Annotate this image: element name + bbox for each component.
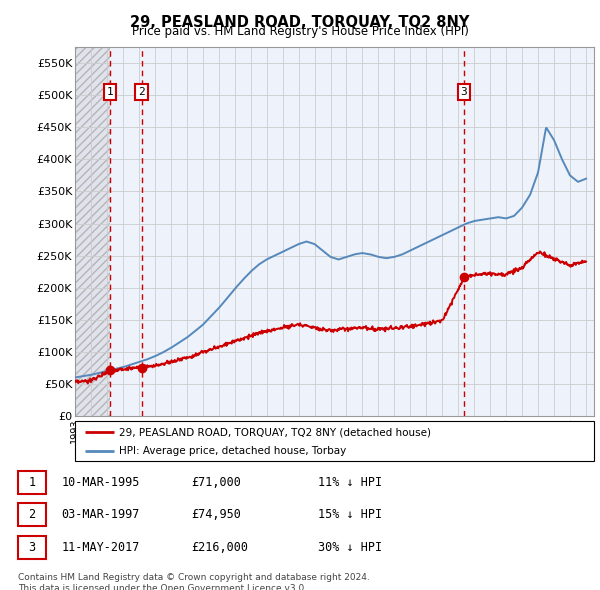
FancyBboxPatch shape <box>18 503 46 526</box>
FancyBboxPatch shape <box>18 471 46 494</box>
Text: £74,950: £74,950 <box>191 508 241 521</box>
Text: 30% ↓ HPI: 30% ↓ HPI <box>317 541 382 554</box>
Text: 2: 2 <box>28 508 35 521</box>
Text: 1: 1 <box>107 87 113 97</box>
Text: Price paid vs. HM Land Registry's House Price Index (HPI): Price paid vs. HM Land Registry's House … <box>131 25 469 38</box>
Text: £71,000: £71,000 <box>191 476 241 489</box>
Text: 1: 1 <box>28 476 35 489</box>
Bar <box>75 47 110 416</box>
Text: 03-MAR-1997: 03-MAR-1997 <box>61 508 140 521</box>
Text: 29, PEASLAND ROAD, TORQUAY, TQ2 8NY: 29, PEASLAND ROAD, TORQUAY, TQ2 8NY <box>130 15 470 30</box>
Text: 11% ↓ HPI: 11% ↓ HPI <box>317 476 382 489</box>
Text: 3: 3 <box>28 541 35 554</box>
Text: Contains HM Land Registry data © Crown copyright and database right 2024.
This d: Contains HM Land Registry data © Crown c… <box>18 573 370 590</box>
Text: 10-MAR-1995: 10-MAR-1995 <box>61 476 140 489</box>
FancyBboxPatch shape <box>75 421 594 461</box>
Text: 2: 2 <box>138 87 145 97</box>
Text: £216,000: £216,000 <box>191 541 248 554</box>
Text: 3: 3 <box>461 87 467 97</box>
Text: 29, PEASLAND ROAD, TORQUAY, TQ2 8NY (detached house): 29, PEASLAND ROAD, TORQUAY, TQ2 8NY (det… <box>119 428 431 438</box>
Text: 15% ↓ HPI: 15% ↓ HPI <box>317 508 382 521</box>
FancyBboxPatch shape <box>18 536 46 559</box>
Text: 11-MAY-2017: 11-MAY-2017 <box>61 541 140 554</box>
Text: HPI: Average price, detached house, Torbay: HPI: Average price, detached house, Torb… <box>119 447 346 456</box>
